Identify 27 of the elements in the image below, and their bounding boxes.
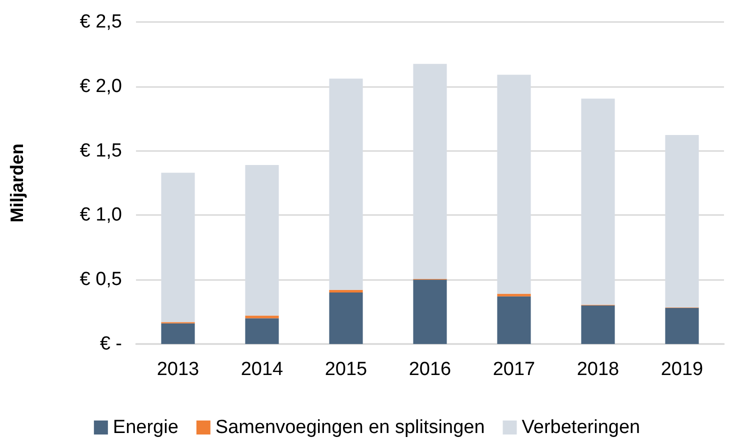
bar [245,316,279,318]
x-tick-label: 2019 [660,359,704,380]
y-axis-title: Miljarden [7,143,27,223]
x-tick-label: 2016 [408,359,452,380]
x-tick-label: 2013 [156,359,200,380]
x-tick-label: 2015 [324,359,368,380]
y-tick-label: € - [100,334,122,354]
legend-label: Energie [112,417,178,438]
bar [413,280,447,344]
bar [665,308,699,344]
y-tick-label: € 1,0 [80,204,122,226]
y-tick-label: € 1,5 [80,140,122,162]
legend-label: Verbeteringen [522,417,640,438]
x-tick-label: 2017 [492,359,536,380]
bar [329,292,363,344]
x-tick-label: 2018 [576,359,620,380]
bar [245,318,279,344]
bar [497,296,531,344]
bar [497,294,531,296]
x-tick-label: 2014 [240,359,284,380]
legend-label: Samenvoegingen en splitsingen [215,417,485,438]
bar [581,305,615,344]
bar [329,290,363,292]
y-tick-label: € 0,5 [80,269,122,290]
y-tick-label: € 2,0 [80,76,122,97]
y-tick-label: € 2,5 [80,12,122,32]
bar [161,323,195,344]
